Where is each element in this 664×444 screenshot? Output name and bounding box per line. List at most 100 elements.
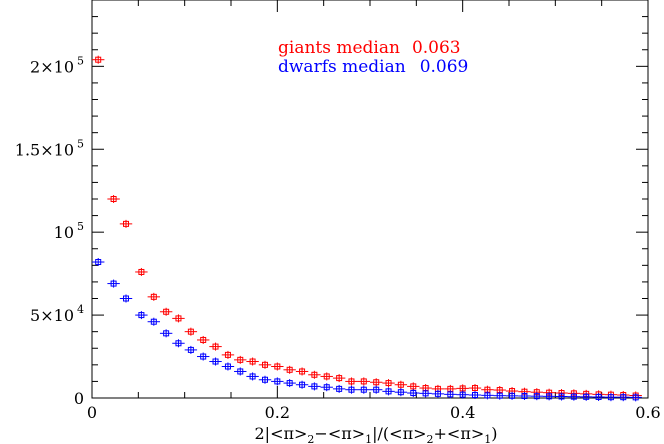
x-tick-label: 0 [87,403,97,422]
x-tick-label: 0.2 [265,403,290,422]
marker [434,390,441,397]
marker [348,378,355,385]
marker [150,318,157,325]
data-point-giants [468,384,482,393]
data-point-dwarfs [258,375,272,384]
data-point-giants [234,355,247,364]
data-point-giants [135,267,148,276]
marker [249,373,256,380]
data-point-dwarfs [332,384,346,393]
marker [546,393,553,400]
data-point-dwarfs [592,393,605,402]
data-point-dwarfs [184,345,198,354]
data-point-giants [107,195,120,203]
data-point-dwarfs [92,258,105,267]
legend-giants-label: giants median [278,38,400,58]
marker [373,379,380,386]
data-point-giants [258,360,272,369]
marker [533,393,540,400]
marker [274,378,281,385]
marker [262,361,269,368]
marker [385,380,392,387]
data-point-dwarfs [431,389,445,398]
marker [410,390,417,397]
data-point-dwarfs [444,390,457,399]
legend: giants median 0.063 dwarfs median 0.069 [278,38,468,77]
marker [187,328,194,335]
marker [323,384,330,391]
marker [163,308,170,315]
data-point-dwarfs [456,390,469,399]
data-point-giants [246,357,259,366]
legend-giants: giants median 0.063 [278,38,461,58]
data-point-dwarfs [394,388,408,397]
data-point-dwarfs [159,329,173,338]
marker [237,356,244,363]
marker [484,392,491,399]
marker [397,389,404,396]
marker [200,336,207,343]
series-dwarfs [92,258,642,402]
data-point-dwarfs [505,391,519,400]
legend-dwarfs-label: dwarfs median [278,57,406,77]
marker [348,386,355,393]
legend-dwarfs: dwarfs median 0.069 [278,57,468,77]
marker [471,392,478,399]
marker [521,393,528,400]
marker [95,259,102,266]
data-point-giants [196,335,210,344]
marker [336,385,343,392]
marker [110,196,117,202]
data-point-giants [92,55,105,64]
marker [570,393,577,400]
marker [459,391,466,398]
marker [237,368,244,375]
data-point-dwarfs [320,383,333,392]
data-point-giants [172,314,185,323]
data-point-giants [221,350,235,359]
tick-labels: 0 0.2 0.4 0.6 0 5×10 4 10 5 1.5×10 5 2×10 5 [15,54,661,422]
legend-giants-median: 0.063 [412,38,461,58]
marker [360,386,367,393]
marker [175,315,182,322]
data-point-giants [332,374,346,383]
data-point-giants [357,377,370,386]
marker [274,363,281,370]
marker [262,376,269,383]
data-point-dwarfs [530,392,544,401]
data-point-dwarfs [493,391,506,400]
marker [311,371,318,378]
data-point-giants [320,372,333,381]
data-point-dwarfs [604,393,618,402]
series-layer [92,55,642,402]
data-point-dwarfs [221,362,235,371]
data-point-dwarfs [107,279,120,288]
data-point-dwarfs [246,372,259,381]
marker [163,330,170,337]
marker [509,392,516,399]
data-point-giants [147,292,161,301]
data-point-dwarfs [209,357,222,366]
marker [595,394,602,401]
data-point-dwarfs [196,352,210,361]
marker [410,383,417,390]
marker [224,351,231,358]
x-tick-label: 0.4 [450,403,475,422]
marker [138,312,145,319]
data-point-dwarfs [119,294,133,303]
data-point-dwarfs [419,389,432,398]
axis-ticks [91,0,649,399]
marker [123,295,130,302]
marker [95,56,102,63]
data-point-dwarfs [555,392,568,401]
data-point-dwarfs [579,392,593,401]
y-tick-label: 5×10 4 [30,303,84,325]
marker [447,391,454,398]
data-point-dwarfs [295,380,309,389]
marker [212,358,219,365]
data-point-dwarfs [283,379,296,388]
marker [110,280,117,287]
marker [175,340,182,347]
data-point-giants [382,379,395,388]
data-point-dwarfs [629,393,642,402]
